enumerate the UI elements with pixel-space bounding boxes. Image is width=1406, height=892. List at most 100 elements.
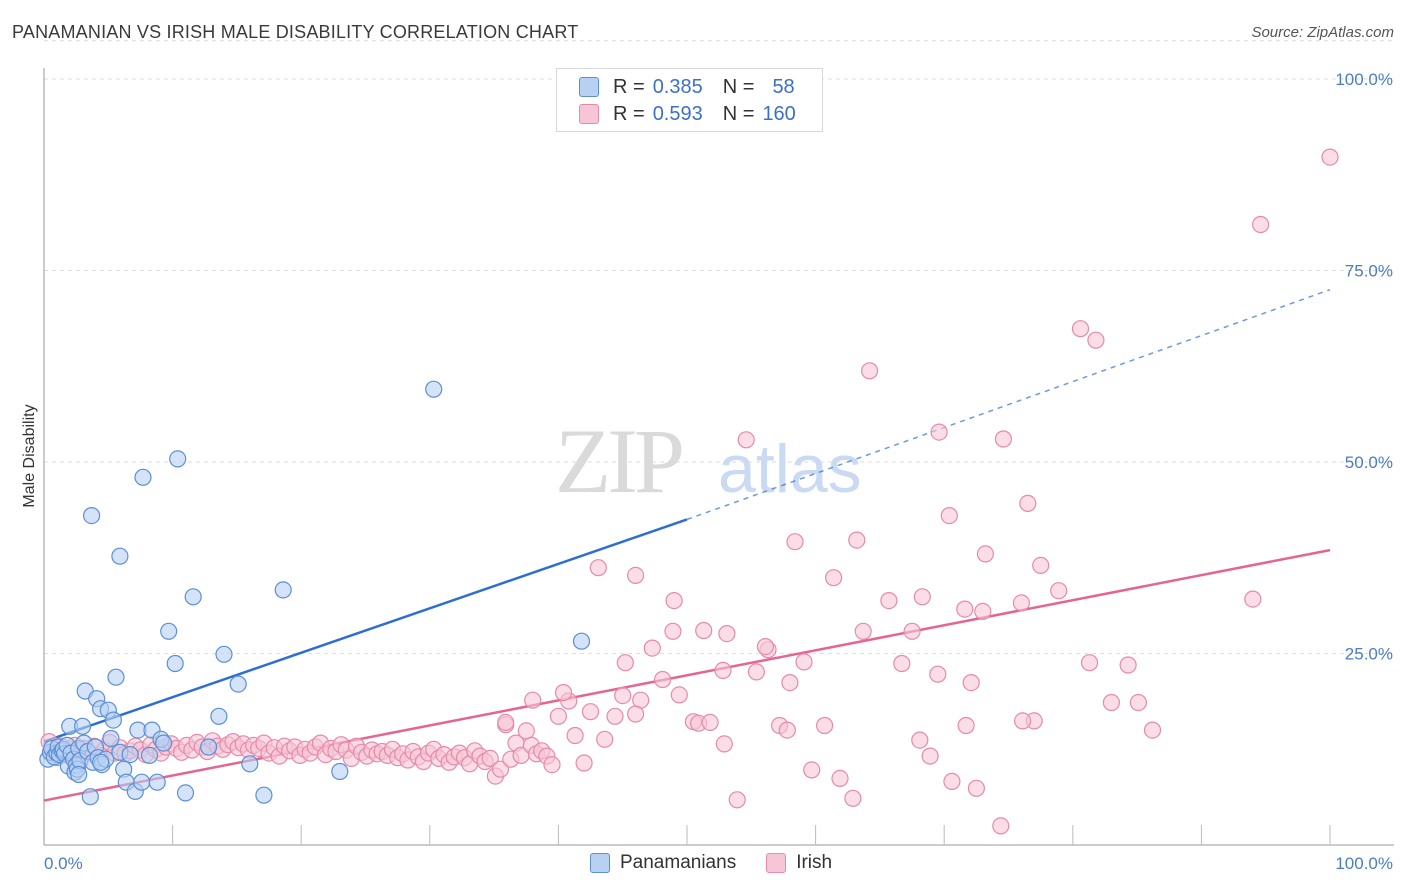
panamanian-point [255,786,273,804]
y-tick-label: 100.0% [1335,70,1393,89]
panamanian-point [425,380,443,398]
irish-point [737,431,755,449]
irish-point [921,747,939,765]
irish-point [913,588,931,606]
irish-point [860,362,879,380]
panamanian-trend-line [43,518,688,743]
data-points [39,148,1339,835]
irish-point [1050,582,1068,600]
irish-point [616,654,634,672]
irish-point [714,661,732,680]
stats-row-panamanians: R = 0.385 N = 58 [579,75,795,99]
irish-point [1013,712,1032,730]
irish-point [756,637,775,656]
panamanian-point [572,632,591,650]
irish-point [1087,331,1105,349]
irish-point [626,705,645,723]
irish-point [795,653,813,671]
panamanian-point [133,773,151,791]
series-legend: Panamanians Irish [590,852,862,874]
irish-point [589,559,607,577]
irish-point [831,769,849,788]
panamanian-point [111,547,129,565]
legend-item-irish[interactable]: Irish [766,852,832,874]
irish-point [974,602,992,621]
irish-point [962,673,980,692]
irish-point [665,591,683,610]
irish-point [653,670,672,689]
legend-label: Irish [796,852,833,873]
irish-point [614,686,632,705]
irish-point [778,721,796,739]
irish-point [1129,693,1148,712]
panamanian-point [274,581,292,599]
y-tick-label: 75.0% [1345,262,1393,281]
irish-point [940,506,958,525]
r-label: R = [613,102,645,125]
irish-point [491,760,510,778]
irish-point [911,731,929,749]
irish-point [1032,556,1050,575]
irish-point [929,665,947,683]
trend-lines [43,288,1331,802]
gridlines [44,40,1394,654]
irish-point [957,716,975,735]
irish-point [581,703,600,721]
watermark: ZIP atlas [555,410,862,512]
panamanian-point [148,773,166,791]
irish-point [1321,148,1339,166]
irish-point [481,749,499,768]
panamanian-point [91,753,110,771]
r-value: 0.385 [652,75,703,98]
legend-label: Panamanians [620,852,737,873]
irish-point [1102,693,1121,712]
irish-point [1251,215,1270,234]
n-label: N = [722,75,755,98]
panamanian-point [176,784,195,802]
irish-point [1019,494,1037,512]
irish-point [893,654,911,673]
irish-point [880,591,898,610]
irish-point [643,639,661,657]
irish-point [854,622,872,640]
legend-item-panamanians[interactable]: Panamanians [590,852,736,874]
y-tick-label: 50.0% [1345,453,1393,472]
irish-point [497,713,515,732]
panamanian-point [241,755,259,773]
irish-point [606,707,624,725]
n-value: 160 [762,102,796,125]
panamanian-point [107,668,125,686]
source-credit: Source: ZipAtlas.com [1251,24,1394,41]
panamanian-point [166,654,184,673]
panamanian-point [81,788,99,806]
irish-point [596,730,614,748]
irish-point [664,622,682,640]
panamanian-point [184,588,202,606]
irish-point [543,755,561,774]
irish-point [549,707,568,725]
panamanian-point [160,622,178,640]
panamanian-point [215,645,233,663]
irish-point [728,791,746,809]
r-label: R = [613,75,645,98]
panamanians-swatch [579,77,599,97]
irish-point [956,600,974,618]
irish-point [848,531,866,549]
irish-point [718,624,736,643]
irish-point [1143,721,1162,739]
watermark-zip: ZIP [555,410,682,512]
irish-point [943,772,961,791]
irish-point [566,726,584,745]
irish-point [930,423,948,441]
panamanian-point [229,675,247,693]
irish-point [781,673,799,692]
panamanian-point [134,468,152,486]
irish-point [815,716,834,735]
irish-point [554,683,573,702]
irish-point [903,622,921,640]
irish-point [994,430,1013,448]
panamanian-point [210,707,228,725]
panamanian-point [121,745,139,764]
irish-point [626,566,645,585]
irish-point [1244,590,1262,608]
